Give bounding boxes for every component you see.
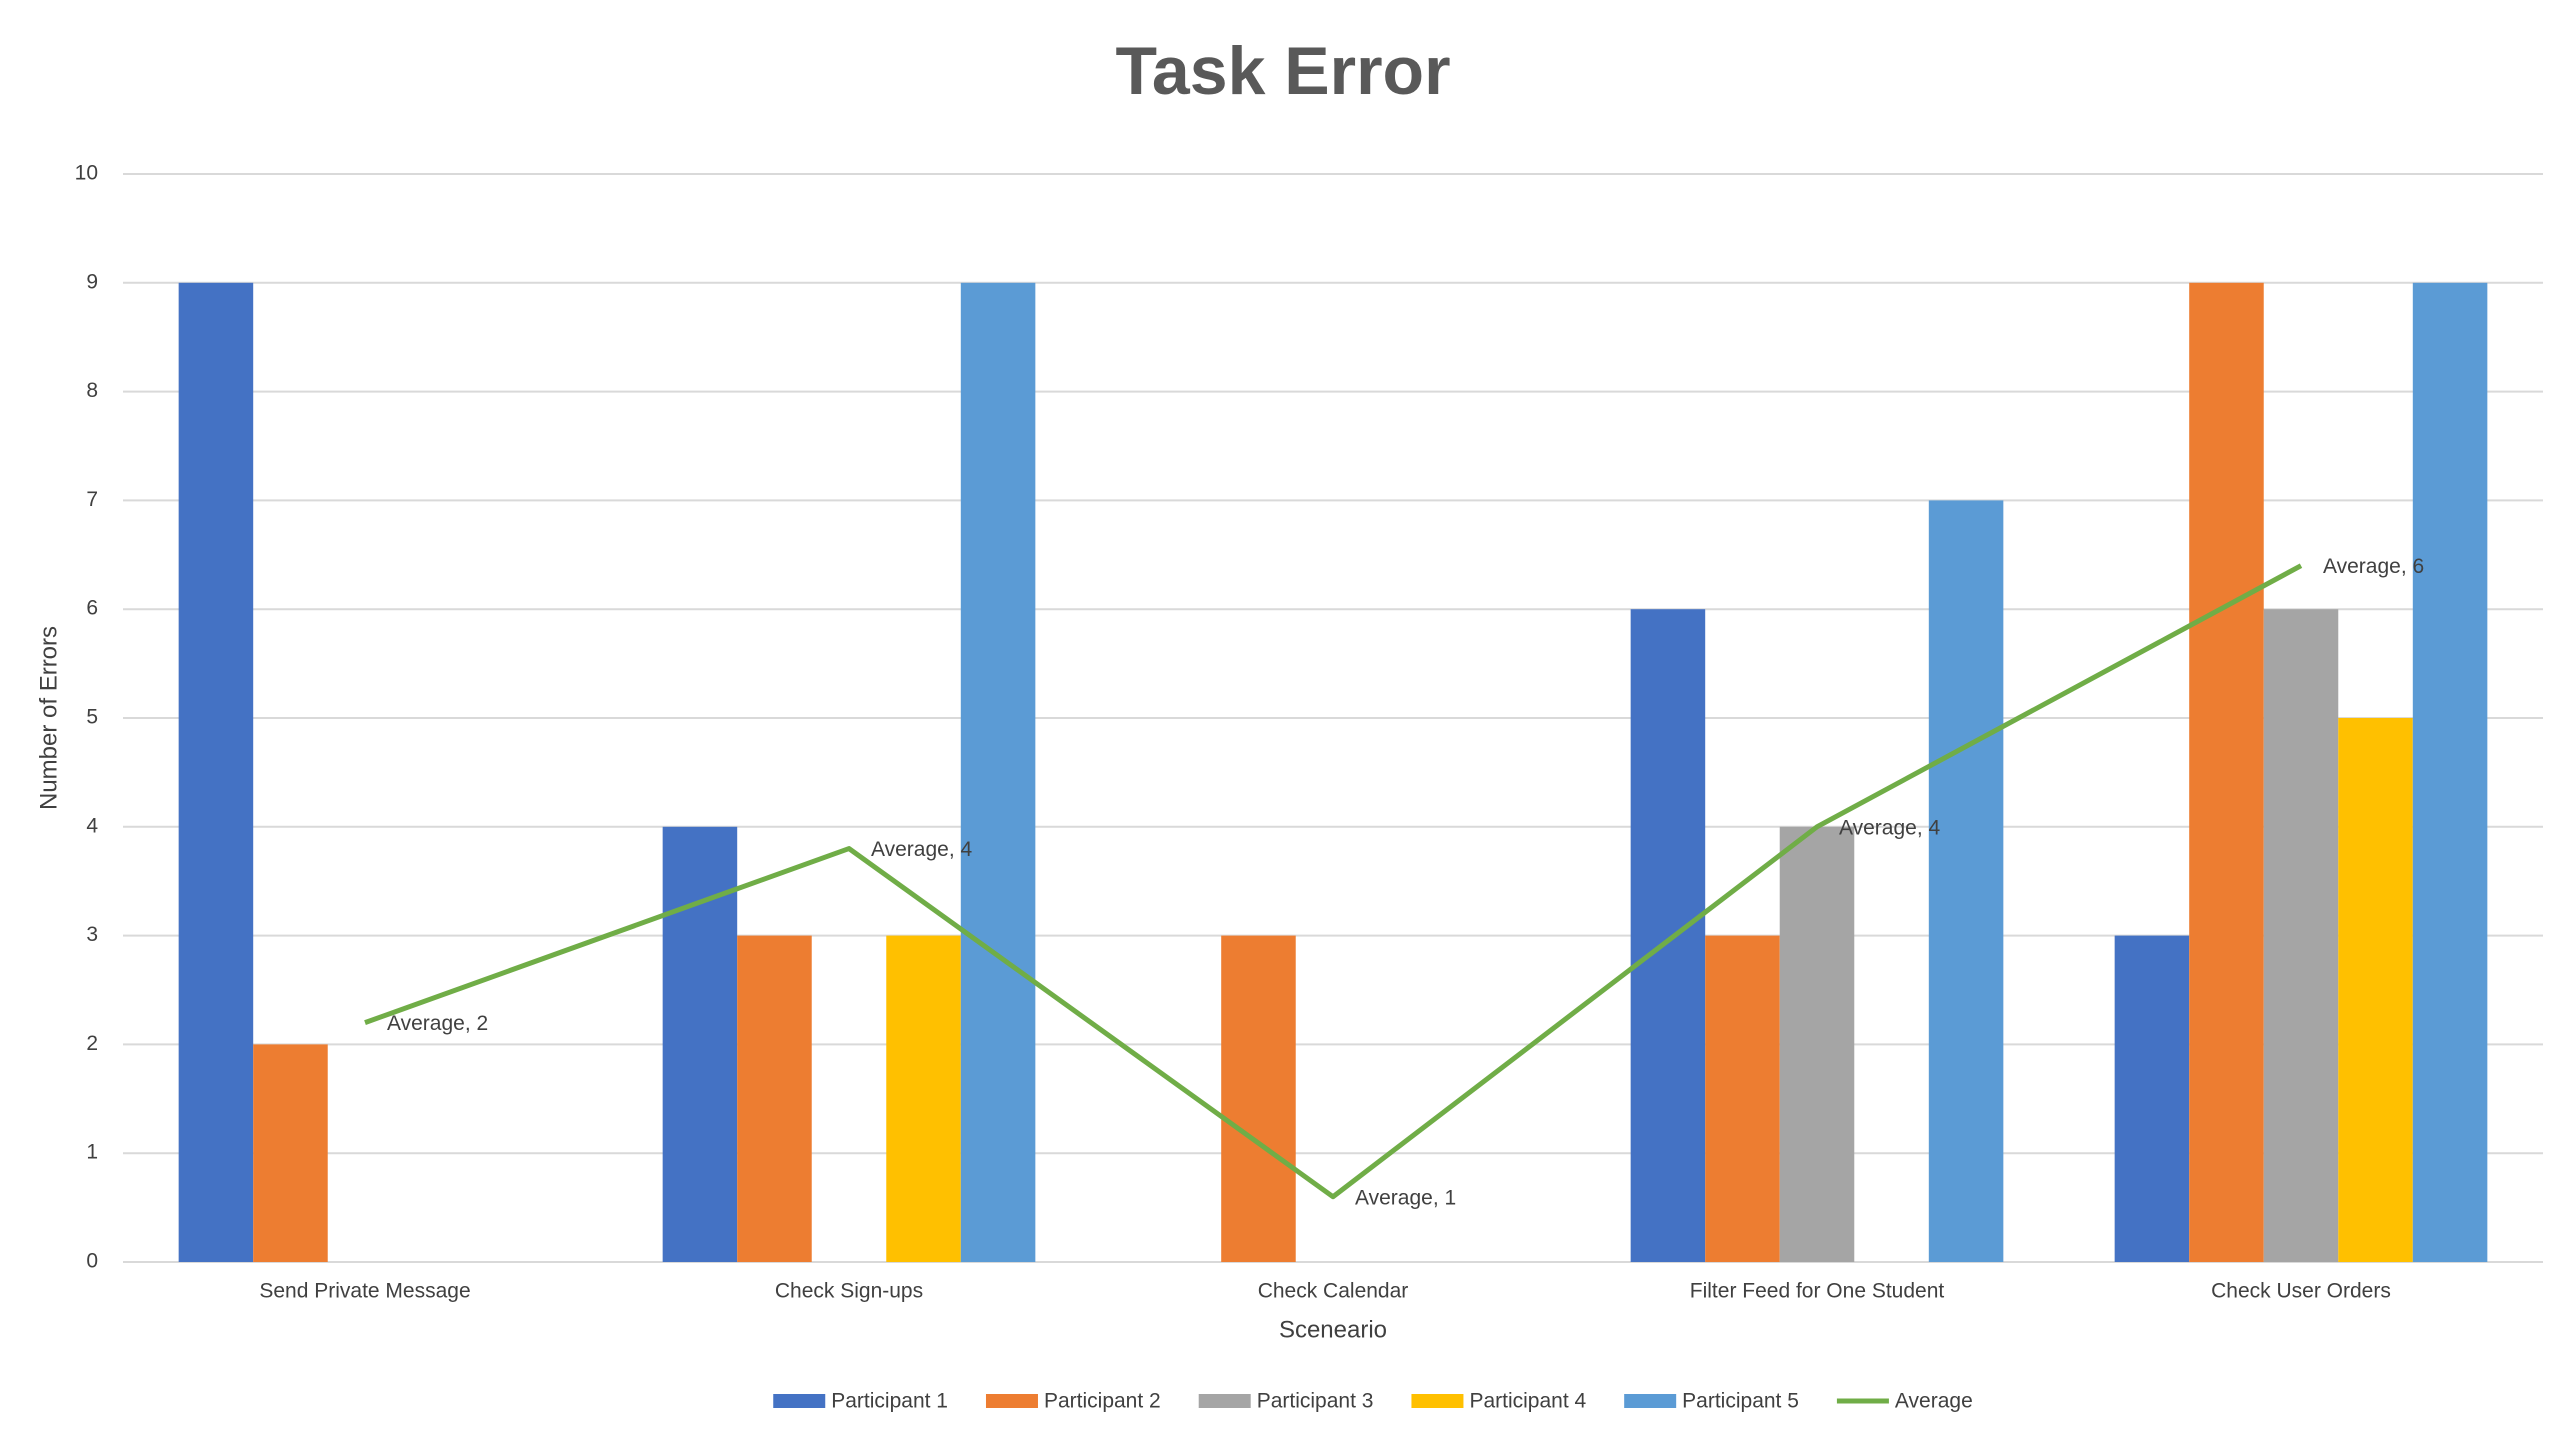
bar	[253, 1044, 328, 1262]
y-tick-label: 10	[75, 162, 98, 185]
y-tick-label: 7	[86, 488, 98, 511]
y-tick-label: 5	[86, 706, 98, 729]
bar	[1221, 935, 1296, 1262]
data-label: Average, 1	[1355, 1186, 1456, 1209]
legend-swatch	[1411, 1394, 1464, 1408]
x-axis-title: Sceneario	[1279, 1316, 1387, 1343]
bar	[662, 826, 738, 1262]
bar	[2412, 282, 2488, 1262]
y-tick-label: 9	[86, 270, 98, 293]
bar	[2114, 935, 2190, 1262]
bar	[1779, 826, 1855, 1262]
y-tick-label: 1	[86, 1141, 98, 1164]
bar	[2189, 282, 2264, 1262]
x-tick-label: Filter Feed for One Student	[1690, 1280, 1945, 1303]
data-label: Average, 6	[2323, 555, 2424, 578]
y-tick-label: 4	[86, 814, 98, 837]
bar	[1928, 500, 2004, 1262]
y-axis-title: Number of Errors	[35, 626, 62, 810]
legend-label: Participant 2	[1044, 1390, 1161, 1413]
x-tick-label: Send Private Message	[259, 1280, 470, 1303]
legend-swatch	[773, 1394, 826, 1408]
legend-swatch	[985, 1394, 1038, 1408]
y-tick-label: 2	[86, 1032, 98, 1055]
bar	[2263, 609, 2339, 1262]
chart-title: Task Error	[1115, 33, 1450, 109]
y-tick-label: 8	[86, 379, 98, 402]
y-tick-label: 3	[86, 923, 98, 946]
y-tick-label: 0	[86, 1250, 98, 1273]
y-tick-label: 6	[86, 597, 98, 620]
average-line	[364, 563, 2303, 1200]
bar	[1630, 609, 1706, 1262]
bar	[737, 935, 812, 1262]
bar	[960, 282, 1036, 1262]
x-tick-label: Check Sign-ups	[775, 1280, 923, 1303]
legend-swatch	[1624, 1394, 1677, 1408]
x-tick-label: Check User Orders	[2211, 1280, 2391, 1303]
legend-label: Participant 5	[1682, 1390, 1799, 1413]
data-label: Average, 2	[387, 1012, 488, 1035]
legend-label: Average	[1895, 1390, 1973, 1413]
data-label: Average, 4	[871, 838, 973, 861]
bar	[1705, 935, 1780, 1262]
legend-label: Participant 1	[831, 1390, 948, 1413]
bar	[2338, 718, 2413, 1262]
data-label: Average, 4	[1839, 816, 1941, 839]
legend-label: Participant 4	[1469, 1390, 1586, 1413]
bar	[178, 282, 254, 1262]
legend-label: Participant 3	[1257, 1390, 1374, 1413]
legend-swatch	[1198, 1394, 1251, 1408]
bar	[886, 935, 961, 1262]
x-tick-label: Check Calendar	[1258, 1280, 1409, 1303]
